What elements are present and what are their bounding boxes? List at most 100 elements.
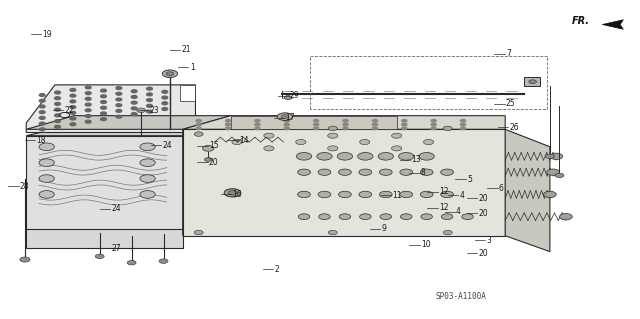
Circle shape [194,132,203,136]
Circle shape [462,214,473,219]
Text: 12: 12 [439,203,448,212]
Circle shape [442,214,453,219]
Circle shape [380,214,392,219]
Text: 28: 28 [20,182,29,191]
Circle shape [39,143,54,151]
Circle shape [431,120,436,122]
Text: 16: 16 [232,190,242,199]
Circle shape [147,104,152,107]
Circle shape [196,123,201,126]
Circle shape [131,90,137,93]
Text: 11: 11 [392,190,402,200]
Text: 21: 21 [181,45,191,55]
Polygon shape [179,85,195,101]
Circle shape [318,169,331,175]
Polygon shape [230,116,397,129]
Circle shape [296,152,312,160]
Circle shape [39,128,45,131]
Circle shape [54,91,60,94]
Circle shape [284,96,292,100]
Circle shape [343,127,348,130]
Circle shape [85,109,91,112]
Circle shape [147,99,152,101]
Circle shape [70,88,76,91]
Circle shape [284,120,289,122]
Circle shape [441,169,454,175]
Circle shape [85,103,91,106]
Polygon shape [26,85,195,132]
Circle shape [140,191,156,198]
Circle shape [116,109,122,112]
Circle shape [225,123,230,126]
Text: 17: 17 [285,113,295,122]
Circle shape [39,122,45,125]
Circle shape [39,99,45,102]
Circle shape [339,169,351,175]
Polygon shape [182,116,230,236]
Circle shape [392,133,402,138]
Circle shape [392,146,402,151]
Text: 24: 24 [163,141,172,150]
Text: 29: 29 [290,92,300,100]
Circle shape [116,104,122,107]
Text: 23: 23 [150,106,159,115]
Circle shape [196,127,201,130]
Text: 4: 4 [456,207,461,216]
Circle shape [328,126,337,130]
Circle shape [232,139,242,145]
Circle shape [196,120,201,122]
Circle shape [140,159,156,167]
Circle shape [529,80,536,84]
Circle shape [420,169,433,175]
Circle shape [420,191,433,197]
Circle shape [225,127,230,130]
Circle shape [298,191,310,197]
Circle shape [318,191,331,197]
Text: 10: 10 [421,240,431,249]
Circle shape [298,169,310,175]
Circle shape [85,86,91,89]
Circle shape [194,230,203,235]
Circle shape [402,120,407,122]
Circle shape [314,127,319,130]
Polygon shape [182,129,505,236]
Circle shape [380,191,392,197]
Text: 18: 18 [36,136,46,145]
Polygon shape [524,77,540,86]
Circle shape [100,106,106,109]
Text: 7: 7 [506,49,511,58]
Circle shape [401,214,412,219]
Circle shape [127,261,136,265]
Text: 20: 20 [478,209,488,218]
Text: 26: 26 [509,122,518,132]
Circle shape [328,133,338,138]
Circle shape [555,173,564,178]
Circle shape [100,118,106,121]
Circle shape [163,70,177,78]
Text: 6: 6 [499,184,504,193]
Circle shape [281,115,289,119]
Text: 19: 19 [42,30,52,39]
Circle shape [419,152,435,160]
Polygon shape [602,20,623,29]
Circle shape [431,123,436,126]
Circle shape [296,139,306,145]
Circle shape [431,127,436,130]
Text: 4: 4 [460,190,464,200]
Circle shape [39,159,54,167]
Circle shape [54,102,60,105]
Circle shape [140,143,156,151]
Circle shape [100,89,106,92]
Text: 15: 15 [209,141,218,150]
Circle shape [424,139,434,145]
Circle shape [162,108,168,110]
Circle shape [116,86,122,89]
Circle shape [372,120,378,122]
Circle shape [100,95,106,98]
Circle shape [166,72,173,76]
Circle shape [116,98,122,101]
Text: 22: 22 [65,106,74,115]
Circle shape [378,152,394,160]
Circle shape [162,102,168,105]
Circle shape [284,127,289,130]
